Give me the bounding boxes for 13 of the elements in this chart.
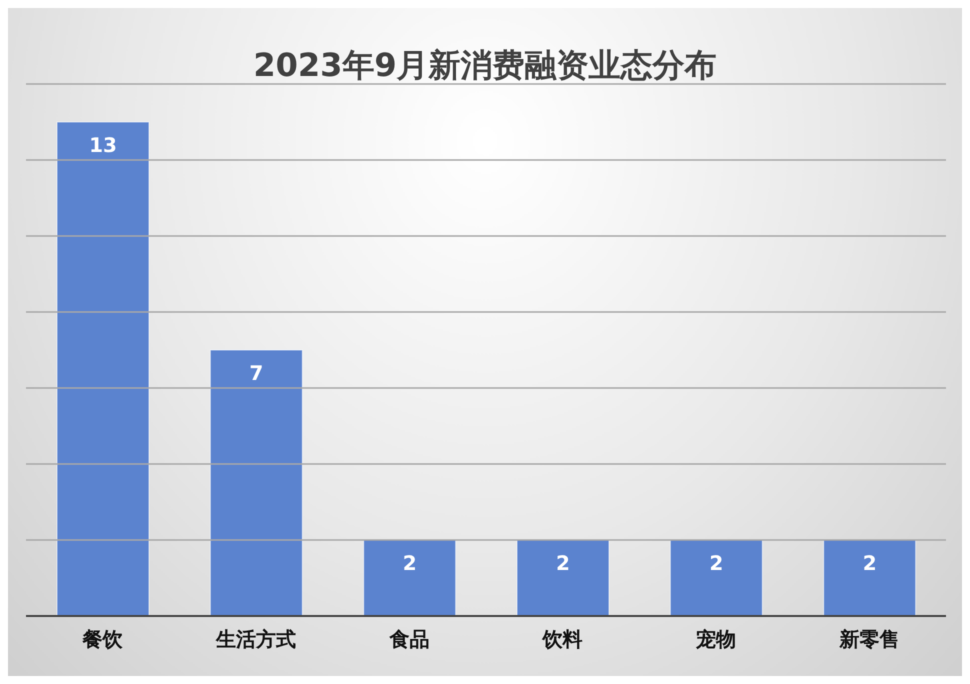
x-tick-label: 食品 <box>388 627 430 652</box>
x-tick-label: 宠物 <box>695 627 736 652</box>
x-tick-label: 新零售 <box>838 627 900 652</box>
data-label: 2 <box>556 551 570 576</box>
data-label: 2 <box>862 551 877 576</box>
data-label: 2 <box>709 551 724 576</box>
data-label: 2 <box>402 551 417 576</box>
data-label: 13 <box>89 133 117 158</box>
chart-title: 2023年9月新消费融资业态分布 <box>252 45 718 86</box>
data-label: 7 <box>249 361 264 386</box>
x-tick-label: 饮料 <box>542 627 583 652</box>
x-tick-label: 餐饮 <box>82 627 124 652</box>
x-tick-label: 生活方式 <box>215 627 296 652</box>
